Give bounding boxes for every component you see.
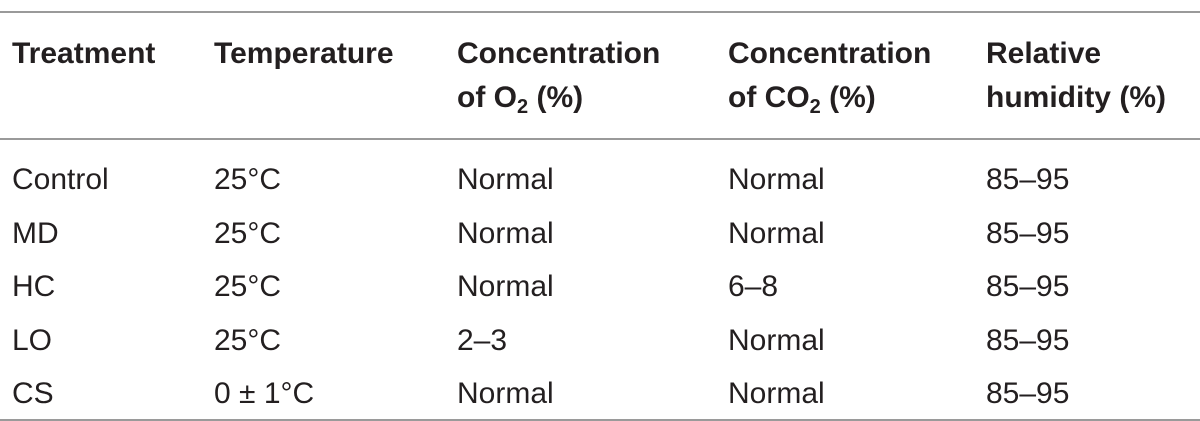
- cell-treatment: CS: [12, 377, 54, 410]
- cell-temperature: 0 ± 1°C: [214, 377, 315, 410]
- header-co2-line1: Concentration: [728, 37, 932, 70]
- cell-treatment: HC: [12, 270, 56, 303]
- header-o2-concentration: Concentration of O2 (%): [457, 32, 660, 120]
- cell-o2: Normal: [457, 216, 554, 250]
- cell-o2: Normal: [457, 163, 554, 196]
- cell-temperature: 25°C: [214, 323, 282, 357]
- table-header-rule: [0, 138, 1200, 140]
- cell-humidity: 85–95: [986, 216, 1070, 250]
- cell-humidity: 85–95: [986, 163, 1070, 196]
- table-top-rule: [0, 11, 1200, 13]
- cell-humidity: 85–95: [986, 323, 1070, 357]
- header-relative-humidity: Relative humidity (%): [986, 32, 1166, 120]
- cell-temperature: 25°C: [214, 163, 282, 196]
- cell-co2: Normal: [728, 216, 825, 250]
- cell-treatment: LO: [12, 323, 53, 357]
- cell-o2: Normal: [457, 270, 554, 303]
- cell-temperature: 25°C: [214, 216, 282, 250]
- cell-o2: Normal: [457, 377, 554, 410]
- header-humidity-line1: Relative: [986, 37, 1102, 70]
- header-co2-concentration: Concentration of CO2 (%): [728, 32, 931, 120]
- cell-humidity: 85–95: [986, 270, 1070, 303]
- cell-co2: Normal: [728, 163, 825, 196]
- header-treatment: Treatment: [12, 37, 156, 70]
- cell-humidity: 85–95: [986, 377, 1070, 410]
- cell-temperature: 25°C: [214, 270, 282, 303]
- cell-co2: Normal: [728, 377, 825, 410]
- header-co2-line2: of CO2 (%): [728, 81, 876, 118]
- table-bottom-rule: [0, 419, 1200, 421]
- cell-o2: 2–3: [457, 323, 508, 357]
- cell-treatment: Control: [12, 163, 109, 196]
- cell-co2: Normal: [728, 323, 825, 357]
- header-o2-line2: of O2 (%): [457, 81, 584, 118]
- cell-co2: 6–8: [728, 270, 779, 303]
- header-o2-line1: Concentration: [457, 37, 661, 70]
- cell-treatment: MD: [12, 216, 59, 250]
- header-humidity-line2: humidity (%): [986, 81, 1166, 114]
- header-temperature: Temperature: [214, 37, 394, 70]
